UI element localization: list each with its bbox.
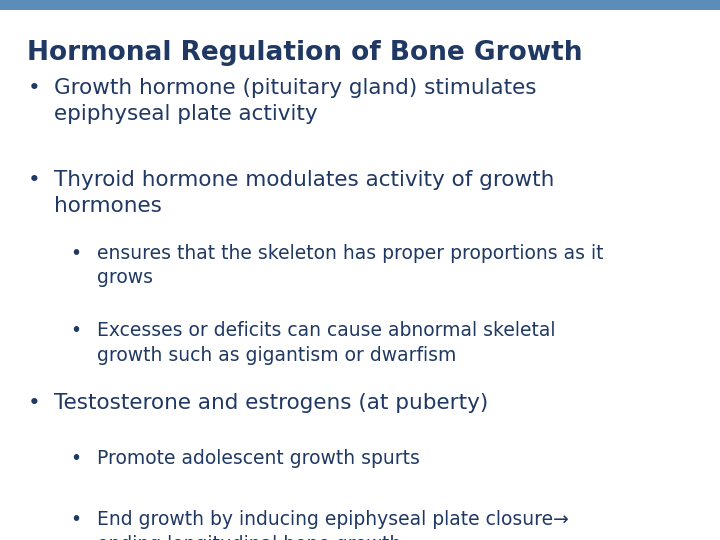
Text: Excesses or deficits can cause abnormal skeletal
growth such as gigantism or dwa: Excesses or deficits can cause abnormal …: [97, 321, 556, 365]
Text: End growth by inducing epiphyseal plate closure→
ending longitudinal bone growth: End growth by inducing epiphyseal plate …: [97, 510, 569, 540]
Text: •: •: [71, 244, 81, 263]
Text: ensures that the skeleton has proper proportions as it
grows: ensures that the skeleton has proper pro…: [97, 244, 603, 287]
Text: Hormonal Regulation of Bone Growth: Hormonal Regulation of Bone Growth: [27, 40, 583, 66]
Text: •: •: [27, 170, 40, 190]
Text: •: •: [27, 78, 40, 98]
Text: Growth hormone (pituitary gland) stimulates
epiphyseal plate activity: Growth hormone (pituitary gland) stimula…: [54, 78, 536, 124]
Bar: [0, 0, 720, 10]
Text: •: •: [71, 510, 81, 529]
Text: Thyroid hormone modulates activity of growth
hormones: Thyroid hormone modulates activity of gr…: [54, 170, 554, 215]
Text: Promote adolescent growth spurts: Promote adolescent growth spurts: [97, 449, 420, 468]
Text: Testosterone and estrogens (at puberty): Testosterone and estrogens (at puberty): [54, 393, 488, 413]
Text: •: •: [71, 449, 81, 468]
Text: •: •: [27, 393, 40, 413]
Text: •: •: [71, 321, 81, 340]
